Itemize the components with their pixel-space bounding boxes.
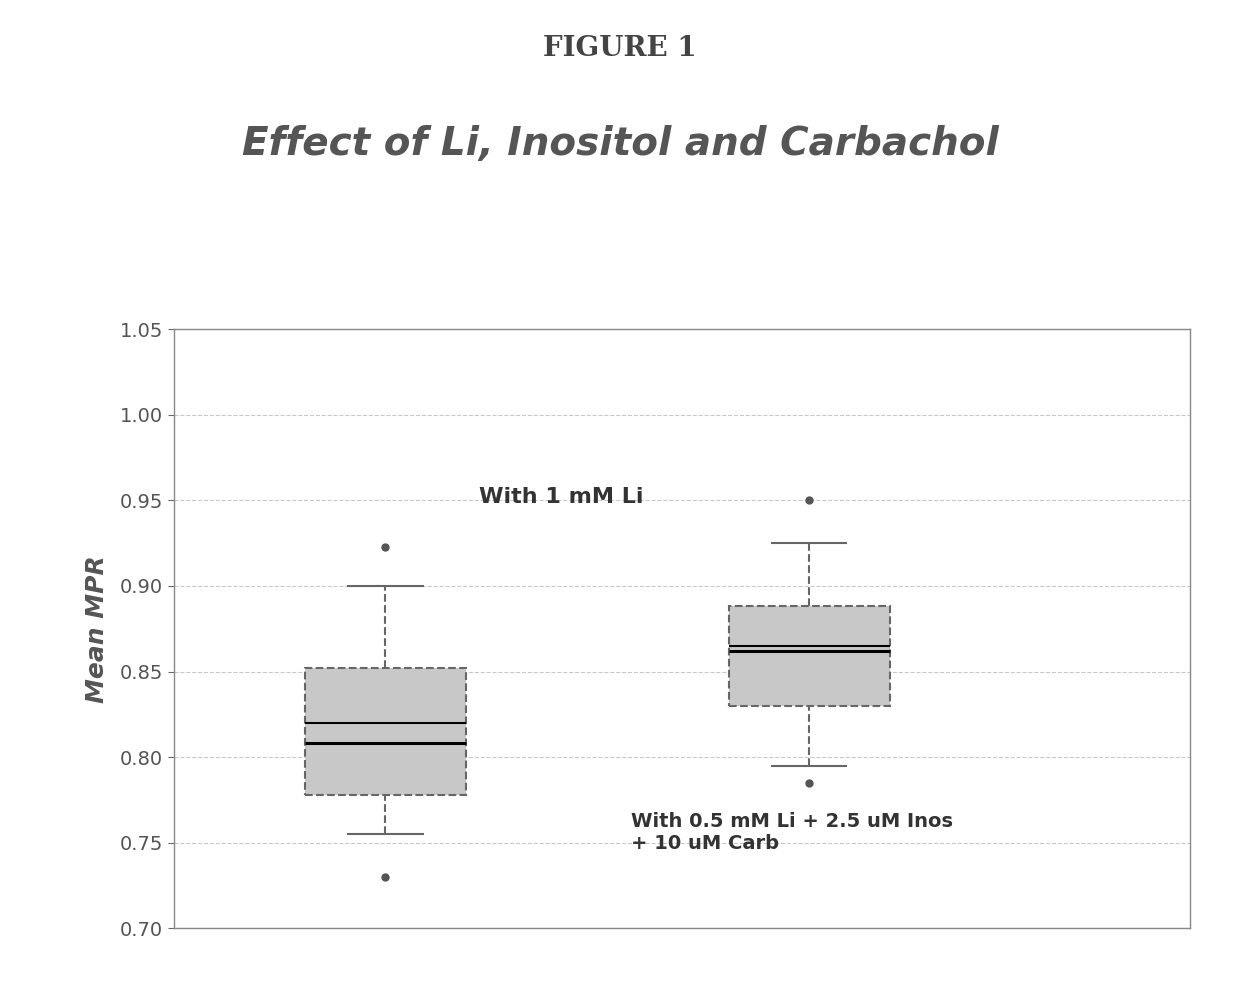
Text: With 1 mM Li: With 1 mM Li [479, 487, 644, 507]
Text: FIGURE 1: FIGURE 1 [543, 35, 697, 62]
Bar [729, 607, 889, 706]
Text: Effect of Li, Inositol and Carbachol: Effect of Li, Inositol and Carbachol [242, 125, 998, 163]
Bar [305, 668, 466, 794]
Y-axis label: Mean MPR: Mean MPR [84, 555, 109, 703]
Text: With 0.5 mM Li + 2.5 uM Inos
+ 10 uM Carb: With 0.5 mM Li + 2.5 uM Inos + 10 uM Car… [631, 811, 954, 853]
